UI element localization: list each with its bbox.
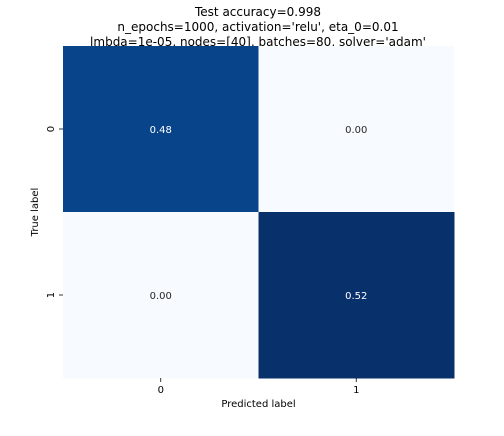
- y-axis: 0 1 True label: [30, 126, 63, 298]
- title-line-3: lmbda=1e-05, nodes=[40], batches=80, sol…: [90, 35, 426, 49]
- heatmap-cell-0-1: [258, 46, 455, 213]
- x-tick-label: 0: [158, 385, 164, 396]
- y-tick-label: 0: [46, 126, 57, 132]
- y-tick-label: 1: [46, 292, 57, 298]
- x-axis: 0 1 Predicted label: [158, 378, 359, 410]
- heatmap-cells: [63, 46, 455, 379]
- heatmap-cell-1-0: [63, 212, 259, 379]
- heatmap-annotations: 0.48 0.00 0.00 0.52: [150, 125, 368, 302]
- heatmap-cell-1-1: [258, 212, 455, 379]
- cell-value-label: 0.00: [345, 125, 367, 136]
- y-axis-label: True label: [30, 188, 41, 238]
- x-axis-label: Predicted label: [221, 399, 295, 410]
- heatmap-cell-0-0: [63, 46, 259, 213]
- title-line-2: n_epochs=1000, activation='relu', eta_0=…: [117, 20, 398, 34]
- cell-value-label: 0.52: [345, 291, 367, 302]
- cell-value-label: 0.00: [150, 291, 172, 302]
- title-line-1: Test accuracy=0.998: [194, 5, 321, 19]
- x-tick-label: 1: [353, 385, 359, 396]
- cell-value-label: 0.48: [150, 125, 172, 136]
